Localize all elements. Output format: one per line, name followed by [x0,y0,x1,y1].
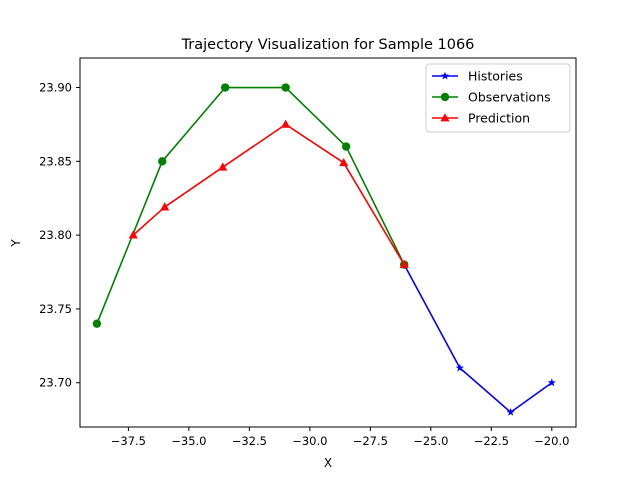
prediction-point-triangle-marker [339,158,349,167]
axes-frame [79,57,577,428]
axes: −37.5 −35.0 −32.5 −30.0 −27.5 −25.0 −22.5 −20.0… [39,57,577,448]
prediction-point-triangle-marker [160,202,170,211]
legend-item-histories: Histories [432,69,523,84]
x-axis-label: X [324,456,332,470]
x-tick-label: −22.5 [474,434,509,448]
histories-point-star-marker [506,407,515,416]
observations-point-circle-marker [92,319,102,328]
legend: Histories Observations Prediction [425,63,571,133]
x-tick-label: −35.0 [171,434,206,448]
chart-title: Trajectory Visualization for Sample 1066 [181,37,475,53]
y-axis-label: Y [9,239,23,248]
plot-area [92,83,556,416]
x-tick-label: −32.5 [232,434,267,448]
histories-point-star-marker [455,363,464,372]
prediction-point-triangle-marker [128,230,138,239]
series-observations [92,83,409,328]
observations-point-circle-marker [158,157,167,166]
y-tick-label: 23.90 [39,81,72,95]
legend-circle-marker [440,92,450,102]
y-tick-label: 23.70 [39,376,72,390]
prediction-line [132,123,405,266]
histories-point-star-marker [547,378,556,387]
legend-label: Histories [468,69,523,84]
legend-star-marker [440,71,450,80]
observations-point-circle-marker [220,83,230,92]
observations-point-circle-marker [281,83,290,92]
legend-triangle-marker [440,113,450,122]
x-tick-label: −20.0 [534,434,569,448]
x-tick-label: −37.5 [111,434,146,448]
prediction-point-triangle-marker [399,259,409,268]
x-tick-label: −27.5 [353,434,388,448]
legend-label: Observations [468,90,551,105]
x-tick-label: −30.0 [292,434,327,448]
observations-line [96,86,405,324]
series-prediction [128,119,409,268]
prediction-point-triangle-marker [218,162,228,171]
y-tick-label: 23.85 [39,154,72,168]
prediction-point-triangle-marker [281,119,291,128]
observations-point-circle-marker [341,142,351,151]
legend-label: Prediction [468,111,530,126]
legend-item-prediction: Prediction [432,111,530,126]
legend-item-observations: Observations [432,90,551,105]
y-tick-label: 23.75 [39,302,72,316]
y-tick-label: 23.80 [39,228,72,242]
x-tick-label: −25.0 [413,434,448,448]
legend-box [425,63,571,133]
histories-line [403,264,553,414]
